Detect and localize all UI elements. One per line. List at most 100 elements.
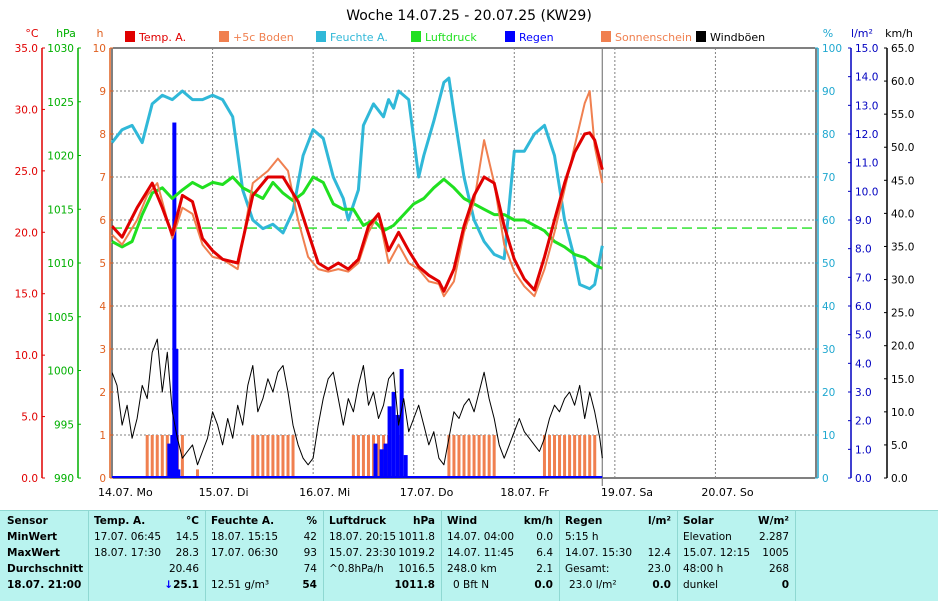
rain-tick-label: 10.0 (855, 186, 878, 198)
solar-r1-value: 2.287 (758, 531, 789, 543)
rain-tick-label: 9.0 (855, 215, 872, 227)
rain-tick-label: 14.0 (855, 72, 878, 84)
rain-bar (395, 414, 400, 478)
hum-axis-unit: % (823, 27, 833, 40)
hum-tick-label: 20 (822, 387, 835, 399)
legend-label: Luftdruck (425, 31, 477, 44)
press-current: 1011.8 (394, 579, 435, 591)
sunshine-bar (482, 435, 486, 478)
legend-swatch (316, 31, 326, 42)
stats-col-rain: Regen l/m² 5:15 h 14.07. 15:30 12.4 Gesamt… (559, 511, 678, 601)
wind-r3-label: 248.0 km (447, 563, 497, 575)
pressure-line (111, 175, 603, 270)
press-min: 1011.8 (398, 531, 435, 543)
sun-tick-label: 7 (99, 172, 106, 184)
hum-tick-label: 100 (822, 43, 842, 55)
hum-max: 93 (303, 547, 317, 559)
temp-title: Temp. A. (94, 515, 146, 527)
rain-title: Regen (565, 515, 603, 527)
wind-r1-value: 0.0 (536, 531, 553, 543)
sunshine-bar (578, 435, 582, 478)
sunshine-bar (291, 435, 295, 478)
chart-title: Woche 14.07.25 - 20.07.25 (KW29) (346, 8, 592, 24)
temp-tick-label: 15.0 (15, 289, 38, 301)
rain-tick-label: 15.0 (855, 43, 878, 55)
temp-tick-label: 20.0 (15, 227, 38, 239)
bar-series (112, 122, 603, 479)
wind-tick-label: 10.0 (891, 407, 914, 419)
line-series (110, 76, 604, 466)
rain-bar (167, 443, 172, 478)
rain-tick-label: 2.0 (855, 416, 872, 428)
wind-tick-label: 5.0 (891, 440, 908, 452)
sunshine-bar (447, 435, 451, 478)
rain-axis-unit: l/m² (851, 27, 873, 40)
rain-bar (172, 122, 177, 479)
hum-tick-label: 90 (822, 86, 835, 98)
rain-r2-label: 14.07. 15:30 (565, 547, 632, 559)
wind-tick-label: 30.0 (891, 275, 914, 287)
wind-tick-label: 60.0 (891, 76, 914, 88)
wind-tick-label: 0.0 (891, 473, 908, 485)
legend-swatch (125, 31, 135, 42)
x-tick-label: 19.07. Sa (601, 486, 653, 499)
legend-swatch (505, 31, 515, 42)
rain-tick-label: 6.0 (855, 301, 872, 313)
row-label-avg: Durchschnitt (7, 563, 84, 575)
temp-min: 14.5 (175, 531, 199, 543)
soil-temp-line (111, 90, 604, 298)
x-tick-label: 17.07. Do (400, 486, 454, 499)
rain-tick-label: 3.0 (855, 387, 872, 399)
press-max: 1019.2 (398, 547, 435, 559)
rain-bar (387, 406, 392, 478)
stats-col-solar: Solar W/m² Elevation 2.287 15.07. 12:15 100… (677, 511, 796, 601)
press-tick-label: 1030 (47, 43, 74, 55)
hum-tick-label: 80 (822, 129, 835, 141)
wind-unit: km/h (523, 515, 553, 527)
sunshine-bar (472, 435, 476, 478)
sunshine-bar (165, 435, 169, 478)
sunshine-bar (462, 435, 466, 478)
rain-tick-label: 12.0 (855, 129, 878, 141)
rain-unit: l/m² (648, 515, 671, 527)
row-label-current: 18.07. 21:00 (7, 579, 82, 591)
sunshine-bar (492, 435, 496, 478)
rain-bar (383, 443, 388, 478)
temp-current: 25.1 (173, 579, 199, 591)
sunshine-bar (457, 435, 461, 478)
hum-current: 54 (302, 579, 317, 591)
temp-min-time: 17.07. 06:45 (94, 531, 161, 543)
stats-col-wind: Wind km/h 14.07. 04:00 0.0 14.07. 11:45 6.4… (441, 511, 560, 601)
press-title: Luftdruck (329, 515, 387, 527)
sunshine-bar (593, 435, 597, 478)
x-tick-label: 16.07. Mi (299, 486, 350, 499)
sunshine-bar (286, 435, 290, 478)
hum-tick-label: 70 (822, 172, 835, 184)
wind-tick-label: 65.0 (891, 43, 914, 55)
solar-r3-label: 48:00 h (683, 563, 724, 575)
hum-min-time: 18.07. 15:15 (211, 531, 278, 543)
temp-avg: 20.46 (168, 563, 199, 575)
legend-swatch (411, 31, 421, 42)
row-label-sensor: Sensor (7, 515, 48, 527)
wind-r1-label: 14.07. 04:00 (447, 531, 514, 543)
legend-label: Regen (519, 31, 554, 44)
temp-unit: °C (186, 515, 199, 527)
sun-tick-label: 8 (99, 129, 106, 141)
wind-r2-label: 14.07. 11:45 (447, 547, 514, 559)
legend-label: +5c Boden (233, 31, 294, 44)
rain-r3-label: Gesamt: (565, 563, 610, 575)
sunshine-bar (542, 435, 546, 478)
trend-down-icon: ↓ (164, 579, 174, 591)
rain-bar (373, 443, 378, 478)
rain-bar (391, 392, 396, 478)
sunshine-bar (588, 435, 592, 478)
air-temp-line (110, 131, 604, 293)
temp-max: 28.3 (175, 547, 199, 559)
sunshine-bar (251, 435, 255, 478)
rain-r3-value: 23.0 (647, 563, 671, 575)
rain-tick-label: 13.0 (855, 100, 878, 112)
hum-tick-label: 60 (822, 215, 835, 227)
sunshine-bar (371, 435, 375, 478)
press-trend: ^0.8hPa/h (329, 563, 384, 575)
